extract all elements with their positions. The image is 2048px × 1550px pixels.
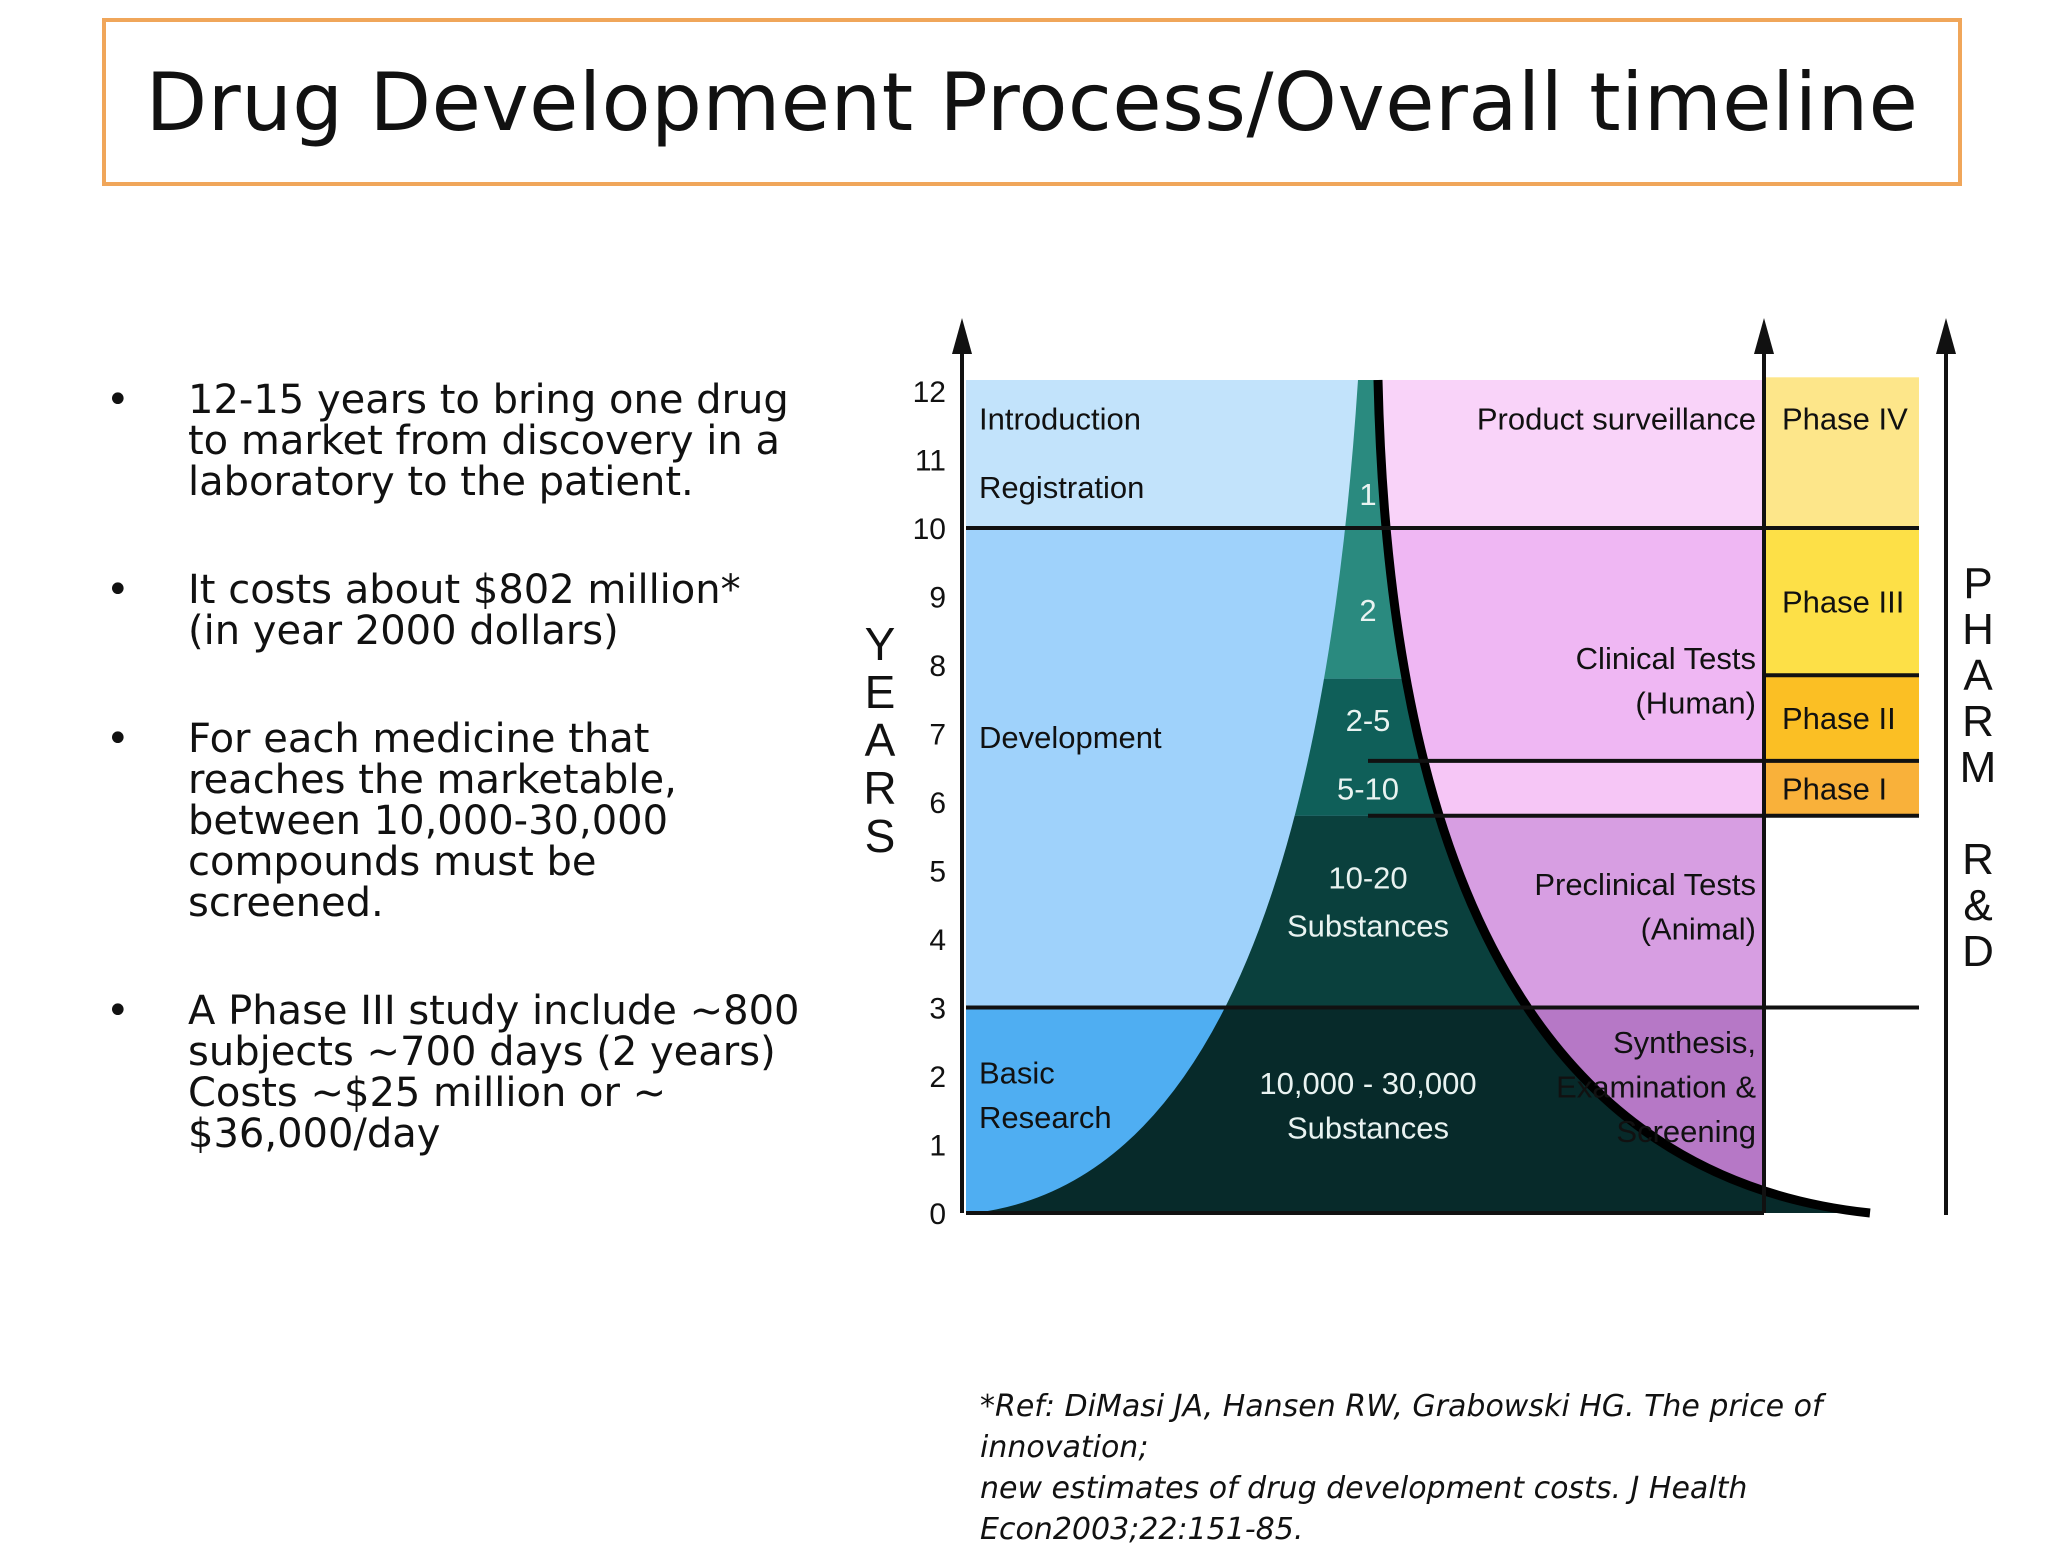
left-stage-label: Development — [979, 720, 1162, 755]
right-stage-label: Clinical Tests — [1576, 641, 1756, 676]
bullet-line: 12-15 years to bring one drug — [188, 377, 789, 423]
right-stage-label: Examination & — [1556, 1069, 1756, 1104]
funnel-count-label: 2-5 — [1346, 703, 1391, 738]
band-product-surveillance — [1368, 380, 1764, 528]
tick-label: 2 — [929, 1061, 946, 1094]
tick-label: 4 — [929, 924, 946, 957]
left-stage-label: Registration — [979, 470, 1144, 505]
funnel-count-label: Substances — [1287, 908, 1449, 943]
tick-label: 1 — [929, 1130, 946, 1163]
bullet-line: to market from discovery in a — [188, 418, 780, 464]
phase-label: Phase IV — [1782, 401, 1908, 436]
bullet-line: Costs ~$25 million or ~ — [188, 1070, 667, 1116]
years-letter: R — [863, 762, 896, 814]
title-box: Drug Development Process/Overall timelin… — [102, 18, 1962, 186]
bullet-item: • It costs about $802 million* (in year … — [100, 570, 820, 652]
pharm-letter: R — [1962, 835, 1994, 884]
bullet-item: • 12-15 years to bring one drug to marke… — [100, 380, 820, 503]
years-letter: S — [865, 810, 896, 862]
funnel-count-label: 10-20 — [1328, 860, 1407, 895]
left-stage-label: Introduction — [979, 401, 1141, 436]
tick-label: 7 — [929, 719, 946, 752]
pharm-letter: R — [1962, 697, 1994, 746]
years-axis-arrow — [952, 318, 972, 354]
left-stage-label: Research — [979, 1100, 1112, 1135]
right-stage-label: (Animal) — [1641, 912, 1756, 947]
years-letter: Y — [865, 618, 896, 670]
phase-label: Phase II — [1782, 701, 1896, 736]
tick-label: 12 — [913, 376, 946, 409]
funnel-count-label: 10,000 - 30,000 — [1259, 1066, 1476, 1101]
drug-development-diagram: 0123456789101112YEARSPHARMR&DIntroductio… — [863, 318, 1997, 1231]
page-title: Drug Development Process/Overall timelin… — [145, 55, 1919, 149]
pharm-letter: D — [1962, 927, 1994, 976]
bullet-line: between 10,000-30,000 — [188, 798, 669, 844]
bullet-item: • A Phase III study include ~800 subject… — [100, 991, 820, 1155]
funnel-count-label: Substances — [1287, 1110, 1449, 1145]
reference-line: new estimates of drug development costs.… — [980, 1471, 1748, 1506]
bullet-line: laboratory to the patient. — [188, 459, 694, 505]
tick-label: 3 — [929, 993, 946, 1026]
right-stage-label: Screening — [1616, 1114, 1756, 1149]
band-registration — [966, 380, 1368, 528]
phase-box — [1764, 528, 1919, 676]
bullet-item: • For each medicine that reaches the mar… — [100, 719, 820, 924]
bullet-line: $36,000/day — [188, 1111, 441, 1157]
bullet-list: • 12-15 years to bring one drug to marke… — [100, 380, 820, 1222]
bullet-dot: • — [106, 988, 130, 1034]
pharm-letter: H — [1962, 605, 1994, 654]
reference-line: *Ref: DiMasi JA, Hansen RW, Grabowski HG… — [980, 1389, 1823, 1465]
reference-line: Econ2003;22:151-85. — [980, 1512, 1304, 1547]
funnel-right-edge — [1373, 379, 1871, 1218]
pharm-axis-arrow — [1936, 318, 1956, 354]
right-stage-label: Synthesis, — [1613, 1025, 1756, 1060]
bullet-line: compounds must be — [188, 839, 597, 885]
reference-citation: *Ref: DiMasi JA, Hansen RW, Grabowski HG… — [980, 1386, 1980, 1550]
bullet-line: (in year 2000 dollars) — [188, 608, 619, 654]
phase-box — [1764, 377, 1919, 528]
phase-axis-arrow — [1754, 318, 1774, 354]
left-stage-label: Basic — [979, 1056, 1055, 1091]
bullet-line: It costs about $802 million* — [188, 567, 741, 613]
tick-label: 11 — [915, 445, 946, 478]
tick-label: 6 — [929, 787, 946, 820]
years-letter: A — [865, 714, 896, 766]
bullet-line: For each medicine that — [188, 716, 650, 762]
right-stage-label: (Human) — [1635, 686, 1756, 721]
bullet-dot: • — [106, 716, 130, 762]
bullet-line: screened. — [188, 880, 384, 926]
phase-label: Phase III — [1782, 585, 1904, 620]
band-clinical-tests — [1368, 528, 1764, 761]
tick-label: 8 — [929, 650, 946, 683]
phase-box — [1764, 675, 1919, 761]
tick-label: 9 — [929, 582, 946, 615]
years-letter: E — [865, 666, 896, 718]
pharm-letter: P — [1963, 559, 1992, 608]
tick-label: 10 — [913, 513, 946, 546]
pharm-letter: A — [1963, 651, 1993, 700]
pharm-letter: & — [1963, 881, 1992, 930]
funnel-count-label: 2 — [1359, 593, 1376, 628]
bullet-line: subjects ~700 days (2 years) — [188, 1029, 776, 1075]
bullet-line: A Phase III study include ~800 — [188, 988, 800, 1034]
funnel-count-label: 1 — [1359, 477, 1376, 512]
right-stage-label: Product surveillance — [1477, 401, 1756, 436]
funnel-count-label: 5-10 — [1337, 771, 1399, 806]
bullet-line: reaches the marketable, — [188, 757, 677, 803]
bullet-dot: • — [106, 567, 130, 613]
phase-box — [1764, 760, 1919, 816]
phase-label: Phase I — [1782, 771, 1887, 806]
right-stage-label: Preclinical Tests — [1534, 867, 1756, 902]
pharm-letter: M — [1960, 743, 1997, 792]
tick-label: 5 — [929, 856, 946, 889]
bullet-dot: • — [106, 377, 130, 423]
tick-label: 0 — [929, 1198, 946, 1231]
